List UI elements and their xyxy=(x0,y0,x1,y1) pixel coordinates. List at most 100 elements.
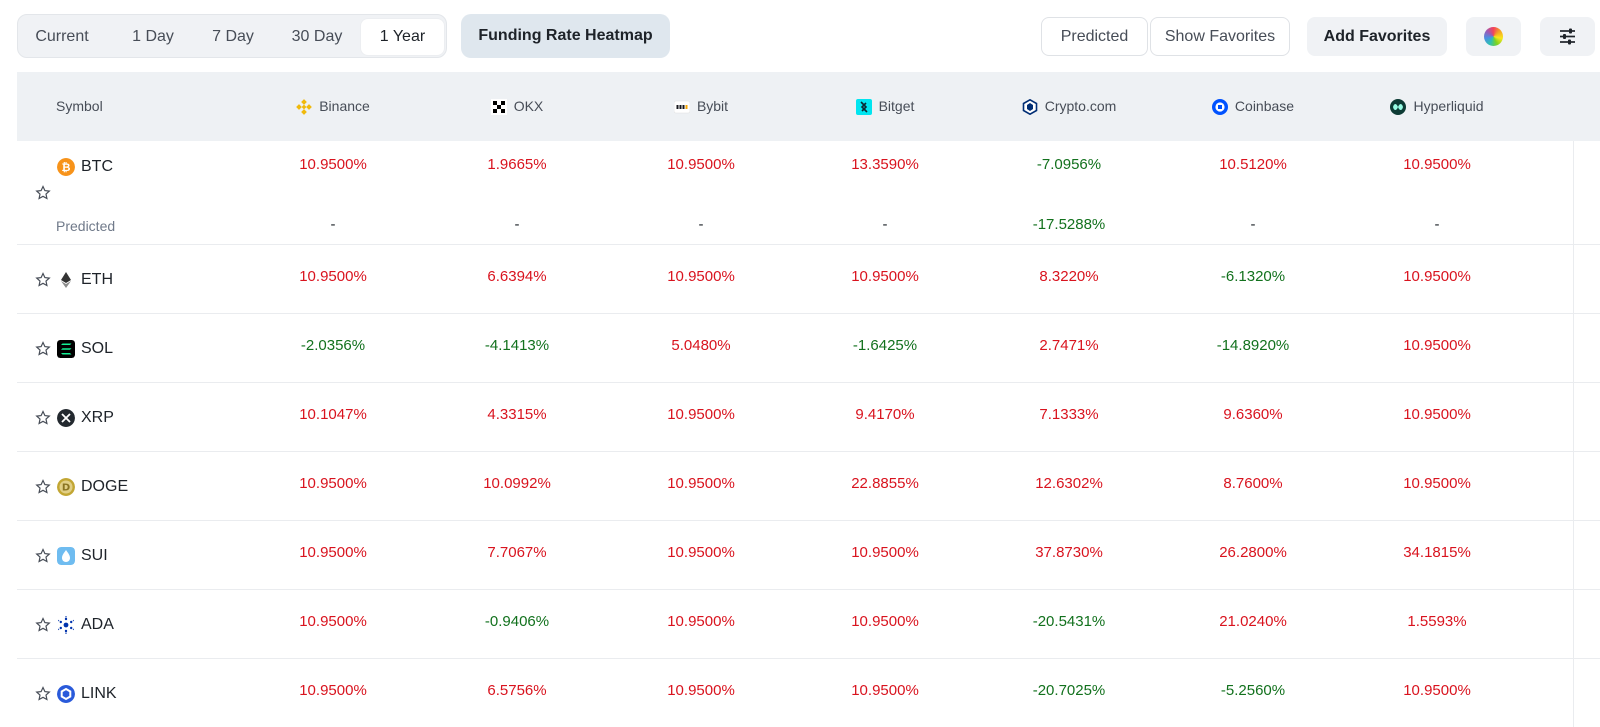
funding-rate-cell: 22.8855% xyxy=(851,475,919,492)
period-selector: Current 1 Day 7 Day 30 Day 1 Year xyxy=(17,14,447,58)
predicted-rate-cell: - xyxy=(514,216,520,233)
funding-rate-cell: 10.9500% xyxy=(667,613,735,630)
favorite-star-icon[interactable] xyxy=(35,548,51,564)
favorite-star-icon[interactable] xyxy=(35,617,51,633)
settings-button[interactable] xyxy=(1540,17,1595,56)
favorite-star-icon[interactable] xyxy=(35,479,51,495)
toolbar: Current 1 Day 7 Day 30 Day 1 Year Fundin… xyxy=(0,0,1600,72)
ada-icon xyxy=(57,616,75,634)
favorite-star-icon[interactable] xyxy=(35,410,51,426)
funding-rate-cell: 8.3220% xyxy=(1039,268,1099,285)
funding-rate-cell: -6.1320% xyxy=(1220,268,1286,285)
funding-rate-cell: 34.1815% xyxy=(1403,544,1471,561)
okx-icon xyxy=(490,98,507,115)
period-7-day-button[interactable]: 7 Day xyxy=(212,28,254,45)
funding-rate-cell: 1.5593% xyxy=(1407,613,1467,630)
funding-rate-cell: 10.9500% xyxy=(667,156,735,173)
exchange-name: Crypto.com xyxy=(1044,98,1117,114)
funding-rate-cell: 10.9500% xyxy=(299,268,367,285)
funding-rate-cell: -20.5431% xyxy=(1032,613,1106,630)
funding-rate-cell: 4.3315% xyxy=(487,406,547,423)
funding-rate-cell: 7.7067% xyxy=(487,544,547,561)
funding-rate-cell: -1.6425% xyxy=(852,337,918,354)
funding-rate-cell: 10.1047% xyxy=(299,406,367,423)
exchange-name: Bitget xyxy=(878,98,915,114)
funding-rate-cell: 10.9500% xyxy=(667,406,735,423)
binance-icon xyxy=(296,98,313,115)
favorite-star-icon[interactable] xyxy=(35,185,51,201)
column-header-bybit[interactable]: Bybit xyxy=(611,72,791,141)
period-current-button[interactable]: Current xyxy=(35,28,89,45)
column-header-hyperliquid[interactable]: Hyperliquid xyxy=(1347,72,1527,141)
table-row-sol: SOL xyxy=(17,314,1600,383)
column-header-crypto-com[interactable]: Crypto.com xyxy=(979,72,1159,141)
funding-rate-heatmap-button[interactable]: Funding Rate Heatmap xyxy=(461,14,670,58)
exchange-name: Binance xyxy=(319,98,370,114)
funding-rate-cell: -14.8920% xyxy=(1216,337,1290,354)
symbol-name: SOL xyxy=(81,340,114,357)
sol-icon xyxy=(57,340,75,358)
favorite-star-icon[interactable] xyxy=(35,686,51,702)
funding-rate-cell: 10.9500% xyxy=(851,268,919,285)
funding-rate-cell: 10.9500% xyxy=(667,268,735,285)
favorite-star-icon[interactable] xyxy=(35,341,51,357)
funding-rate-cell: 10.9500% xyxy=(851,613,919,630)
btc-icon: ₿ xyxy=(57,158,75,176)
column-header-bitget[interactable]: Bitget xyxy=(795,72,975,141)
hyperliquid-icon xyxy=(1390,98,1407,115)
predicted-rate-cell: - xyxy=(882,216,888,233)
link-icon xyxy=(57,685,75,703)
funding-rate-table: Symbol Binance xyxy=(17,72,1600,727)
funding-rate-cell: 21.0240% xyxy=(1219,613,1287,630)
table-row-btc: ₿ BTC Predicted xyxy=(17,141,1600,245)
symbol-name: LINK xyxy=(81,685,117,702)
symbol-name: ETH xyxy=(81,271,113,288)
favorite-star-icon[interactable] xyxy=(35,272,51,288)
funding-rate-cell: 1.9665% xyxy=(487,156,547,173)
funding-rate-cell: 10.9500% xyxy=(667,544,735,561)
table-row-sui: SUI xyxy=(17,521,1600,590)
exchange-name: OKX xyxy=(513,98,544,114)
funding-rate-cell: 7.1333% xyxy=(1039,406,1099,423)
color-scheme-button[interactable] xyxy=(1466,17,1521,56)
period-1-day-button[interactable]: 1 Day xyxy=(132,28,174,45)
funding-rate-cell: 6.5756% xyxy=(487,682,547,699)
column-header-coinbase[interactable]: Coinbase xyxy=(1163,72,1343,141)
funding-rate-cell: 10.9500% xyxy=(299,475,367,492)
svg-text:D: D xyxy=(62,483,70,494)
funding-rate-cell: 10.9500% xyxy=(299,156,367,173)
funding-rate-cell: 10.9500% xyxy=(667,475,735,492)
exchange-name: Coinbase xyxy=(1234,98,1295,114)
add-favorites-button[interactable]: Add Favorites xyxy=(1307,17,1447,56)
symbol-name: SUI xyxy=(81,547,108,564)
funding-rate-cell: -2.0356% xyxy=(300,337,366,354)
funding-rate-cell: 13.3590% xyxy=(851,156,919,173)
predicted-rate-cell: - xyxy=(1434,216,1440,233)
svg-text:₿: ₿ xyxy=(62,161,71,174)
table-row-xrp: XRP xyxy=(17,383,1600,452)
table-row-ada: ADA xyxy=(17,590,1600,659)
funding-rate-cell: -20.7025% xyxy=(1032,682,1106,699)
symbol-name: ADA xyxy=(81,616,114,633)
sliders-icon xyxy=(1560,28,1575,45)
funding-rate-cell: 26.2800% xyxy=(1219,544,1287,561)
bitget-icon xyxy=(855,98,872,115)
funding-rate-cell: -0.9406% xyxy=(484,613,550,630)
predicted-rate-cell: -17.5288% xyxy=(1032,216,1106,233)
predicted-button[interactable]: Predicted xyxy=(1041,17,1148,56)
show-favorites-button[interactable]: Show Favorites xyxy=(1150,17,1290,56)
symbol-name: BTC xyxy=(81,158,113,175)
period-30-day-button[interactable]: 30 Day xyxy=(291,28,343,45)
funding-rate-cell: 37.8730% xyxy=(1035,544,1103,561)
bybit-icon xyxy=(673,100,690,113)
column-header-okx[interactable]: OKX xyxy=(427,72,607,141)
funding-rate-cell: 10.9500% xyxy=(1403,475,1471,492)
funding-rate-cell: 12.6302% xyxy=(1035,475,1103,492)
column-header-binance[interactable]: Binance xyxy=(243,72,423,141)
period-1-year-button[interactable]: 1 Year xyxy=(361,19,444,55)
doge-icon: D xyxy=(57,478,75,496)
funding-rate-cell: 10.9500% xyxy=(851,544,919,561)
funding-rate-cell: 8.7600% xyxy=(1223,475,1283,492)
table-row-eth: ETH xyxy=(17,245,1600,314)
funding-rate-cell: 10.9500% xyxy=(299,613,367,630)
